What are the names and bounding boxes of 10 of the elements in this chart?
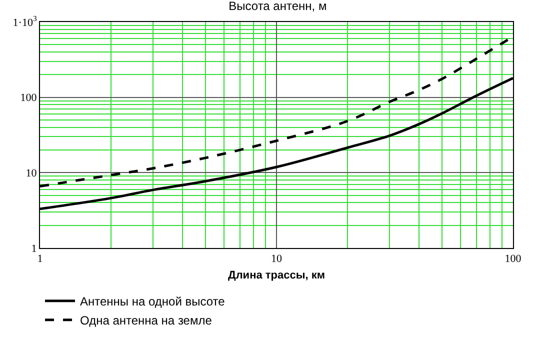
legend-label: Антенны на одной высоте — [80, 294, 226, 309]
chart-title: Высота антенн, м — [228, 0, 327, 14]
x-tick-label: 10 — [271, 253, 282, 266]
y-tick-label: 1 — [31, 242, 37, 255]
y-tick-label: 100 — [20, 92, 38, 104]
legend-label: Одна антенна на земле — [80, 314, 212, 328]
y-tick-label: 1·10$^{3}$ — [12, 14, 37, 29]
x-axis-title: Длина трассы, км — [228, 269, 326, 282]
y-tick-label: 10 — [26, 168, 38, 180]
x-tick-label: 100 — [504, 253, 522, 266]
